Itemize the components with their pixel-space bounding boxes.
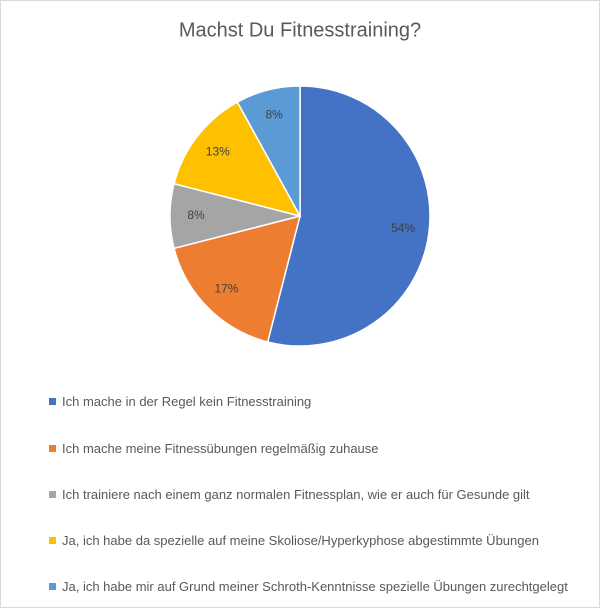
legend-swatch (49, 491, 56, 498)
data-label: 54% (391, 221, 415, 235)
legend-label: Ich mache meine Fitnessübungen regelmäßi… (62, 441, 379, 456)
data-label: 17% (214, 282, 238, 296)
legend-entry: Ja, ich habe da spezielle auf meine Skol… (49, 532, 569, 549)
data-label: 8% (265, 107, 283, 121)
pie-slice (173, 101, 302, 218)
legend-label: Ja, ich habe da spezielle auf meine Skol… (62, 533, 539, 548)
legend-label: Ich trainiere nach einem ganz normalen F… (62, 487, 530, 502)
legend-entry: Ich mache meine Fitnessübungen regelmäßi… (49, 440, 569, 457)
chart-title: Machst Du Fitnesstraining? (179, 19, 421, 41)
legend-entry: Ich mache in der Regel kein Fitnesstrain… (49, 393, 569, 410)
data-label: 13% (206, 144, 230, 158)
legend-entry: Ich trainiere nach einem ganz normalen F… (49, 486, 569, 503)
pie-area: Machst Du Fitnesstraining? 54% 17% 8% 13% 8% (169, 19, 431, 347)
pie-slice (266, 85, 431, 347)
legend-swatch (49, 537, 56, 544)
legend-entry: Ja, ich habe mir auf Grund meiner Schrot… (49, 578, 569, 595)
legend-swatch (49, 445, 56, 452)
legend-swatch (49, 398, 56, 405)
legend-label: Ich mache in der Regel kein Fitnesstrain… (62, 394, 312, 409)
legend-swatch (49, 583, 56, 590)
pie-slice (236, 85, 301, 217)
data-label: 8% (187, 208, 205, 222)
legend-label: Ja, ich habe mir auf Grund meiner Schrot… (62, 579, 568, 594)
pie-slice (173, 214, 302, 343)
